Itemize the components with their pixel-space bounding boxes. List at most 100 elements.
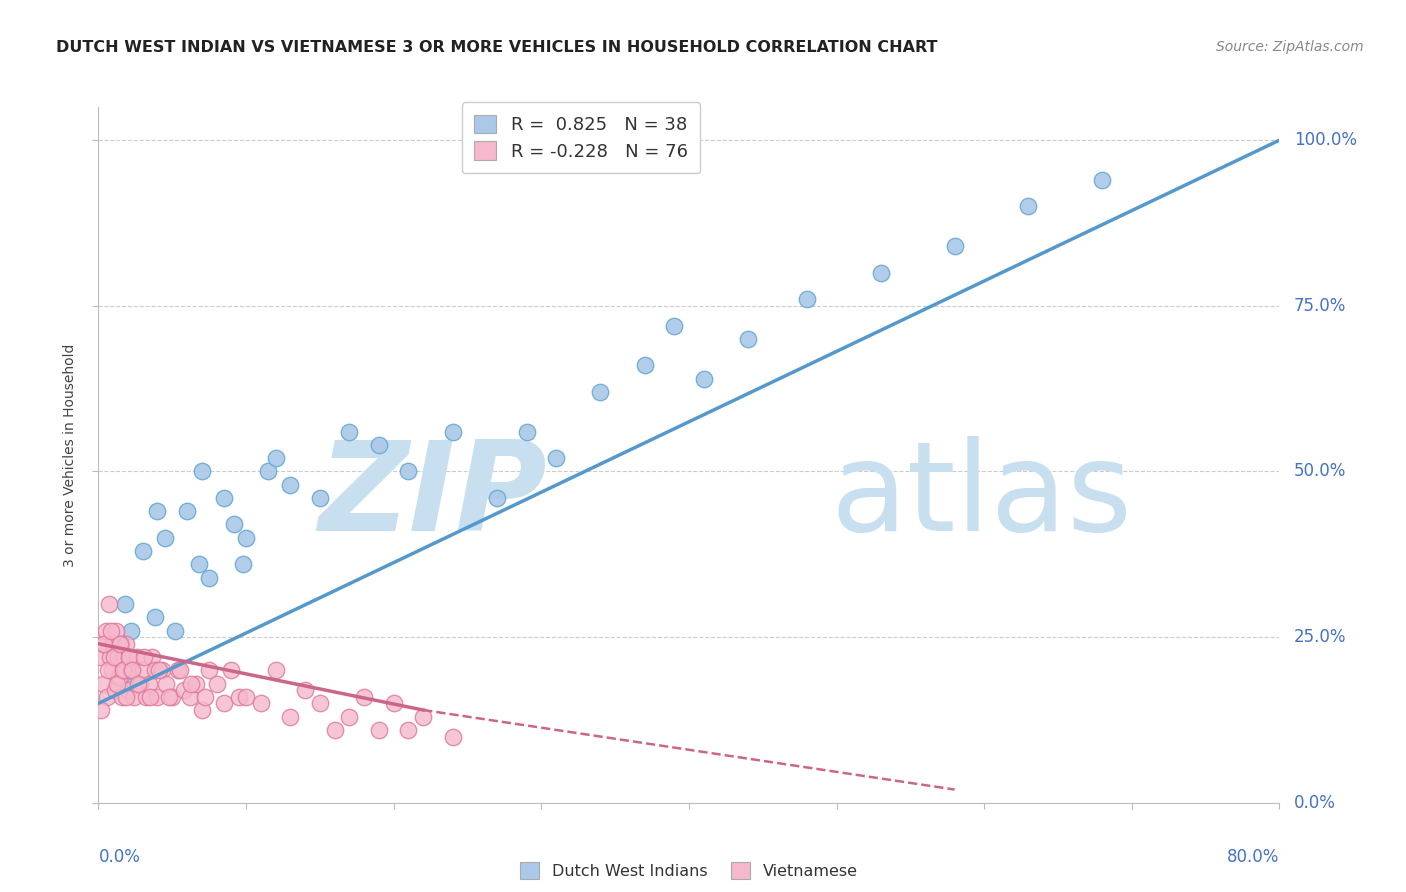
Text: 0.0%: 0.0% bbox=[98, 848, 141, 866]
Point bbox=[150, 663, 173, 677]
Point bbox=[396, 465, 419, 479]
Point bbox=[114, 690, 136, 704]
Point bbox=[516, 425, 538, 439]
Point bbox=[139, 690, 162, 704]
Point bbox=[115, 637, 138, 651]
Point bbox=[486, 491, 509, 505]
Legend: Dutch West Indians, Vietnamese: Dutch West Indians, Vietnamese bbox=[513, 856, 865, 885]
Point bbox=[205, 676, 228, 690]
Point bbox=[412, 709, 434, 723]
Point bbox=[169, 663, 191, 677]
Point bbox=[97, 597, 120, 611]
Point bbox=[90, 703, 112, 717]
Point bbox=[278, 709, 302, 723]
Point bbox=[91, 676, 114, 690]
Text: ZIP: ZIP bbox=[319, 436, 547, 558]
Point bbox=[309, 697, 332, 711]
Point bbox=[368, 723, 391, 737]
Point bbox=[198, 663, 221, 677]
Point bbox=[396, 723, 419, 737]
Point bbox=[111, 663, 134, 677]
Point bbox=[138, 676, 160, 690]
Point bbox=[309, 491, 332, 505]
Point bbox=[143, 663, 166, 677]
Point bbox=[90, 650, 112, 665]
Point bbox=[235, 690, 257, 704]
Point bbox=[176, 504, 198, 518]
Point bbox=[235, 531, 257, 545]
Point bbox=[179, 690, 201, 704]
Point bbox=[98, 650, 121, 665]
Point bbox=[118, 650, 141, 665]
Text: 75.0%: 75.0% bbox=[1294, 297, 1346, 315]
Point bbox=[219, 663, 243, 677]
Point bbox=[589, 384, 612, 399]
Point bbox=[257, 465, 280, 479]
Point bbox=[212, 697, 235, 711]
Point bbox=[135, 690, 157, 704]
Point bbox=[100, 624, 122, 638]
Point bbox=[157, 690, 180, 704]
Point bbox=[105, 676, 128, 690]
Point bbox=[167, 663, 190, 677]
Point bbox=[132, 663, 155, 677]
Text: 80.0%: 80.0% bbox=[1227, 848, 1279, 866]
Point bbox=[228, 690, 250, 704]
Point bbox=[1017, 199, 1039, 213]
Point bbox=[103, 650, 125, 665]
Point bbox=[368, 438, 391, 452]
Point bbox=[224, 517, 246, 532]
Text: Source: ZipAtlas.com: Source: ZipAtlas.com bbox=[1216, 40, 1364, 54]
Point bbox=[165, 624, 187, 638]
Text: atlas: atlas bbox=[831, 436, 1133, 558]
Point bbox=[337, 709, 360, 723]
Point bbox=[212, 491, 235, 505]
Point bbox=[111, 690, 134, 704]
Point bbox=[108, 637, 131, 651]
Point bbox=[120, 663, 142, 677]
Point bbox=[122, 690, 145, 704]
Point bbox=[114, 597, 136, 611]
Point bbox=[796, 292, 818, 306]
Point bbox=[191, 465, 214, 479]
Point bbox=[232, 558, 254, 572]
Point bbox=[162, 690, 183, 704]
Point bbox=[93, 637, 115, 651]
Point bbox=[105, 624, 128, 638]
Point bbox=[148, 663, 170, 677]
Point bbox=[100, 663, 122, 677]
Point bbox=[141, 650, 163, 665]
Point bbox=[146, 504, 169, 518]
Text: 25.0%: 25.0% bbox=[1294, 628, 1346, 646]
Point bbox=[96, 690, 118, 704]
Text: 100.0%: 100.0% bbox=[1294, 131, 1357, 149]
Y-axis label: 3 or more Vehicles in Household: 3 or more Vehicles in Household bbox=[63, 343, 77, 566]
Point bbox=[546, 451, 568, 466]
Point bbox=[173, 683, 195, 698]
Point bbox=[294, 683, 316, 698]
Point bbox=[337, 425, 360, 439]
Point bbox=[112, 650, 135, 665]
Point bbox=[114, 663, 136, 677]
Point bbox=[93, 637, 115, 651]
Point bbox=[104, 683, 127, 698]
Point bbox=[94, 624, 117, 638]
Point bbox=[124, 676, 146, 690]
Point bbox=[155, 676, 177, 690]
Point bbox=[180, 676, 202, 690]
Point bbox=[664, 318, 686, 333]
Point bbox=[97, 663, 120, 677]
Point bbox=[382, 697, 405, 711]
Text: 0.0%: 0.0% bbox=[1294, 794, 1336, 812]
Point bbox=[693, 372, 716, 386]
Text: 50.0%: 50.0% bbox=[1294, 462, 1346, 481]
Point bbox=[128, 676, 150, 690]
Point bbox=[187, 558, 209, 572]
Point bbox=[105, 650, 128, 665]
Point bbox=[125, 650, 148, 665]
Point bbox=[117, 683, 139, 698]
Point bbox=[121, 663, 143, 677]
Point bbox=[120, 624, 142, 638]
Point bbox=[264, 451, 287, 466]
Point bbox=[441, 730, 464, 744]
